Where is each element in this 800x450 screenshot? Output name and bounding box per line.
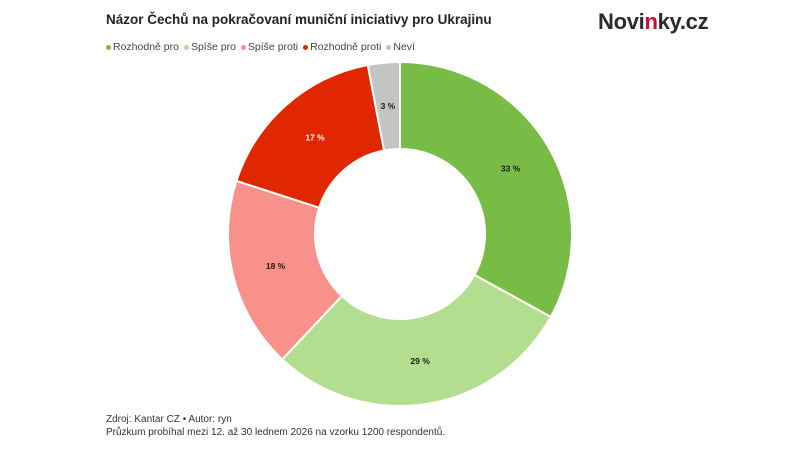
novinky-logo: Novinky.cz (598, 9, 709, 34)
chart-footer: Zdroj: Kantar CZ • Autor: ryn Průzkum pr… (106, 414, 445, 439)
slice-value-label: 33 % (501, 164, 521, 174)
legend-item-spise-proti: Spíše proti (240, 41, 298, 53)
chart-title: Názor Čechů na pokračovaní muniční inici… (106, 12, 492, 27)
legend-dot-icon (106, 44, 111, 50)
donut-slice (227, 179, 344, 361)
donut-slice (280, 273, 553, 407)
survey-note: Průzkum probíhal mezi 12. až 30 lednem 2… (106, 426, 446, 438)
slice-value-label: 3 % (381, 101, 396, 111)
legend-item-nevi: Neví (386, 41, 415, 53)
slice-value-label: 17 % (305, 133, 325, 143)
slice-value-label: 29 % (410, 356, 430, 366)
legend-dot-icon (386, 44, 392, 50)
chart-legend: Rozhodně pro Spíše pro Spíše proti Rozho… (106, 41, 415, 53)
source-text: Zdroj: Kantar CZ • Autor: ryn (106, 414, 232, 425)
legend-dot-icon (183, 44, 189, 50)
donut-slice (235, 63, 386, 209)
legend-item-spise-pro: Spíše pro (183, 41, 236, 53)
legend-dot-icon (240, 44, 246, 50)
donut-slice (399, 60, 573, 319)
legend-item-rozhodne-pro: Rozhodně pro (106, 41, 179, 53)
legend-dot-icon (303, 44, 309, 50)
donut-slice (366, 60, 401, 152)
legend-item-rozhodne-proti: Rozhodně proti (303, 41, 381, 53)
slice-value-label: 18 % (266, 261, 286, 271)
